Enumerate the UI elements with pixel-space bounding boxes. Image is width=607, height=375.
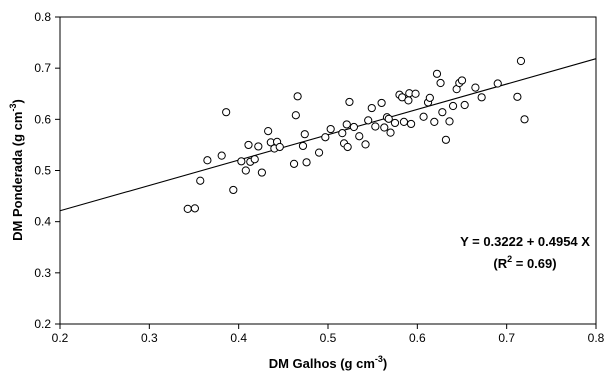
data-point [384,114,393,123]
data-point [411,89,420,98]
data-point [237,157,246,166]
data-point [386,128,395,137]
data-point [445,117,454,126]
data-point [349,122,359,132]
x-axis: 0.2 0.3 0.4 0.5 0.6 0.7 0.8 [52,324,605,345]
r-squared-label: (R2 = 0.69) [493,254,556,271]
data-point [438,108,447,117]
data-point [229,185,238,195]
data-point [343,142,352,152]
data-point [291,111,300,120]
y-axis: 0.2 0.3 0.4 0.5 0.6 0.7 0.8 [34,10,60,331]
data-point [513,92,522,101]
data-point [250,155,259,164]
data-point [425,93,434,102]
data-point [477,93,486,102]
data-point [241,166,250,175]
x-tick-label: 0.3 [141,331,158,345]
data-point [345,97,354,107]
data-point [321,133,330,142]
y-axis-title: DM Ponderada (g cm-3) [8,99,25,241]
x-tick-label: 0.6 [409,331,426,345]
data-point [419,112,428,121]
y-tick-label: 0.5 [34,164,51,178]
data-point [342,120,351,129]
y-tick-label: 0.4 [34,215,51,229]
data-point [441,135,451,144]
data-points [183,56,529,213]
data-point [406,119,416,129]
data-point [371,122,380,131]
data-point [314,148,324,157]
data-point [183,204,192,213]
y-tick-label: 0.6 [34,112,51,126]
x-axis-title: DM Galhos (g cm-3) [269,354,388,371]
y-tick-label: 0.7 [34,61,51,75]
data-point [203,156,212,165]
x-tick-label: 0.2 [52,331,69,345]
data-point [293,92,302,101]
data-point [257,168,266,177]
data-point [361,140,370,149]
data-point [217,151,226,160]
data-point [516,56,526,66]
y-tick-label: 0.8 [34,10,51,24]
y-tick-label: 0.3 [34,266,51,280]
x-tick-label: 0.4 [230,331,247,345]
data-point [390,118,400,128]
data-point [196,176,205,185]
x-tick-label: 0.8 [588,331,605,345]
data-point [377,98,386,108]
data-point [399,117,409,126]
plot-area [59,16,597,325]
data-point [367,103,376,113]
data-point [432,69,442,78]
y-tick-label: 0.2 [34,317,51,331]
data-point [520,115,529,124]
data-point [222,108,231,117]
data-point [302,158,311,167]
data-point [190,204,199,213]
x-tick-label: 0.5 [320,331,337,345]
data-point [264,127,273,136]
data-point [436,78,445,88]
data-point [430,117,439,126]
data-point [289,159,299,168]
data-point [298,141,308,151]
x-tick-label: 0.7 [498,331,515,345]
data-point [244,140,253,150]
data-point [275,142,284,152]
data-point [471,83,480,92]
data-point [254,142,263,151]
data-point [404,96,413,105]
data-point [338,129,347,138]
regression-equation: Y = 0.3222 + 0.4954 X [460,234,590,249]
data-point [355,132,364,141]
data-point [448,101,458,111]
data-point [457,76,467,85]
data-point [326,124,335,134]
data-point [364,116,373,125]
data-point [380,123,389,132]
data-point [300,130,309,139]
data-point [493,79,502,88]
data-point [460,100,469,110]
